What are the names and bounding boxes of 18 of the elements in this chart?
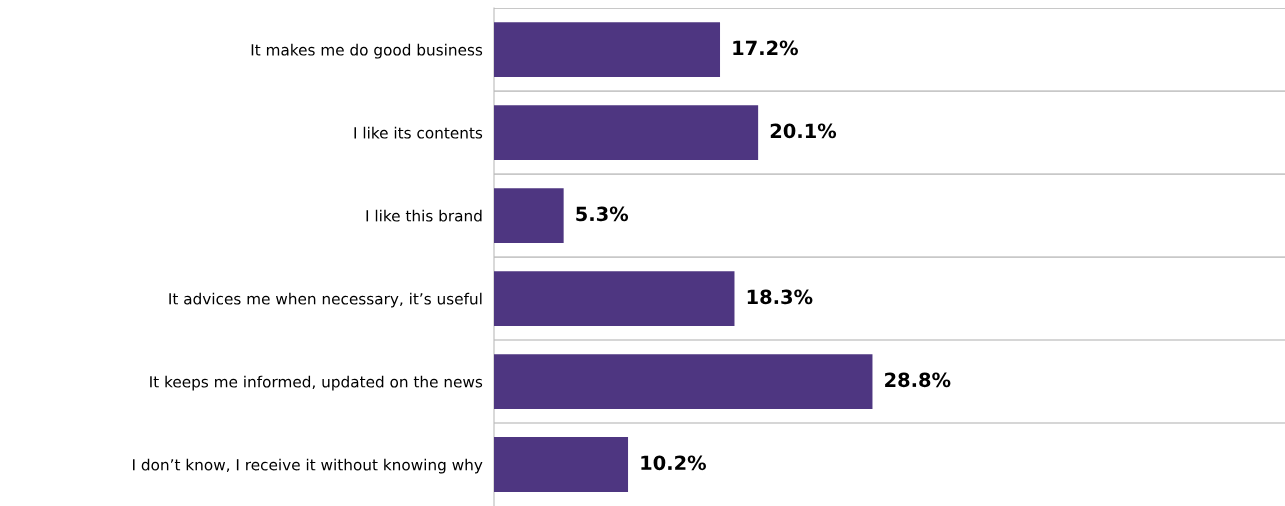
data-label: 10.2% bbox=[641, 455, 706, 471]
y-tick-label: It keeps me informed, updated on the news bbox=[150, 375, 483, 391]
bar bbox=[494, 437, 629, 492]
data-label: 28.8% bbox=[885, 372, 951, 388]
y-tick-label: I don’t know, I receive it without knowing why bbox=[133, 458, 483, 474]
data-label: 20.1% bbox=[770, 123, 837, 139]
bar bbox=[494, 188, 564, 243]
data-label: 5.3% bbox=[576, 206, 629, 222]
y-tick-label: It advices me when necessary, it’s useful bbox=[169, 292, 482, 308]
y-tick-label: I like this brand bbox=[366, 209, 482, 222]
data-label: 18.3% bbox=[747, 289, 813, 305]
bar bbox=[494, 354, 873, 409]
y-tick-label: It makes me do good business bbox=[251, 43, 483, 59]
bar bbox=[494, 271, 735, 326]
y-tick-label: I like its contents bbox=[354, 126, 483, 139]
bar bbox=[494, 105, 759, 160]
bar bbox=[494, 22, 721, 77]
data-label: 17.2% bbox=[733, 40, 798, 56]
